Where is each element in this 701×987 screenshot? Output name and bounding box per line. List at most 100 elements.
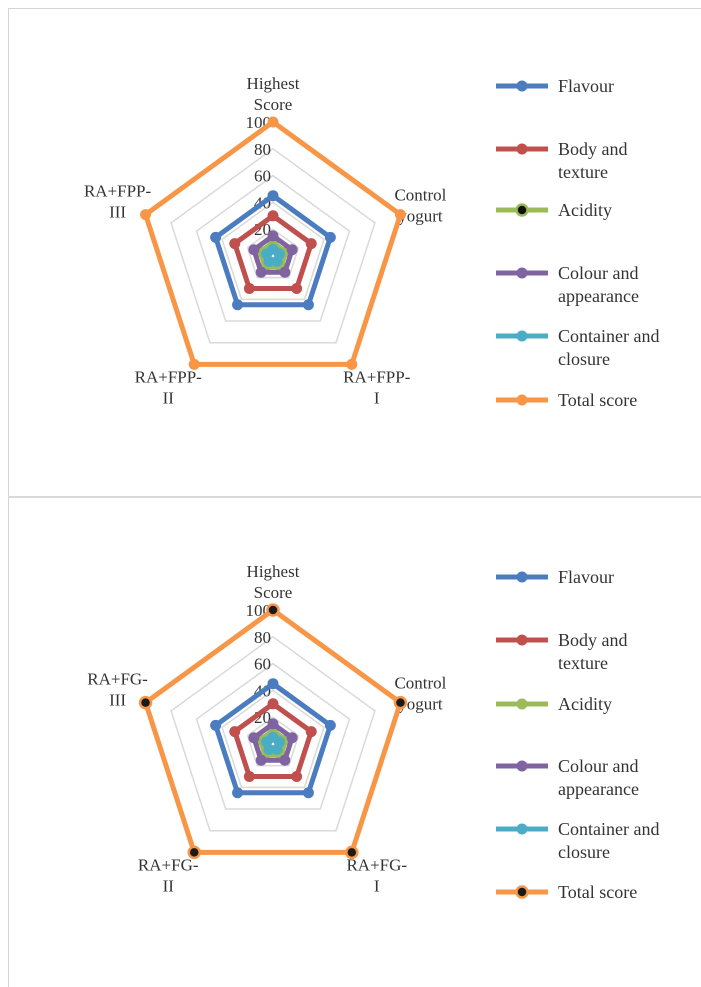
legend-label-line: Container and — [558, 326, 659, 346]
series-colour-and-appearance — [248, 718, 298, 766]
data-point — [286, 732, 298, 744]
category-label-line: Highest — [247, 74, 300, 93]
legend-label-line: Colour and — [558, 756, 639, 776]
data-point — [302, 787, 314, 799]
legend-item-acidity: Acidity — [496, 694, 612, 714]
category-label-line: RA+FPP- — [343, 367, 411, 386]
legend-label-line: Acidity — [558, 200, 612, 220]
legend-item-acidity: Acidity — [496, 200, 612, 220]
category-label-line: II — [163, 388, 175, 407]
series-line-flavour — [213, 193, 333, 308]
gridline-20 — [246, 716, 300, 767]
data-point — [261, 736, 273, 748]
legend-label-line: Total score — [558, 882, 637, 902]
category-label-line: Score — [254, 583, 293, 602]
legend-label-line: texture — [558, 653, 608, 673]
gridline-40 — [221, 201, 325, 301]
data-point — [243, 771, 255, 783]
category-label-line: Control — [394, 674, 446, 693]
category-label-line: RA+FG- — [346, 855, 407, 874]
legend-item-container-and-closure: Container and closure — [496, 326, 659, 369]
legend-label-line: Acidity — [558, 694, 612, 714]
legend-marker — [516, 823, 528, 835]
legend-label-line: texture — [558, 162, 608, 182]
legend-label-line: Body and — [558, 139, 628, 159]
legend-label-line: closure — [558, 349, 610, 369]
data-point — [271, 743, 283, 755]
data-point — [267, 718, 279, 730]
gridline-80 — [170, 147, 376, 344]
data-point — [210, 719, 222, 731]
series-flavour — [210, 190, 336, 311]
series-body-and-texture — [229, 210, 317, 295]
category-label-1: Highest Score — [247, 562, 300, 602]
category-label-4: RA+FPP- II — [135, 367, 203, 407]
legend-item-body-and-texture: Body and texture — [496, 630, 628, 673]
series-line-body-and-texture — [232, 701, 314, 780]
series-colour-and-appearance — [248, 230, 298, 278]
data-point — [394, 209, 406, 221]
legend-item-flavour: Flavour — [496, 567, 614, 587]
data-point — [267, 698, 279, 710]
category-label-5: RA+FPP- III — [84, 182, 152, 222]
category-label-line: yogurt — [398, 695, 443, 714]
data-point — [232, 787, 244, 799]
legend-label-line: Flavour — [558, 76, 614, 96]
legend-item-total-score: Total score — [496, 882, 637, 902]
legend-label-line: Container and — [558, 819, 659, 839]
legend-label: Acidity — [558, 694, 612, 714]
legend-item-container-and-closure: Container and closure — [496, 819, 659, 862]
data-point — [279, 266, 291, 278]
legend-item-colour-and-appearance: Colour and appearance — [496, 263, 639, 306]
data-point — [267, 190, 279, 202]
category-label-line: RA+FG- — [87, 670, 148, 689]
category-label-line: Highest — [247, 562, 300, 581]
data-point — [255, 266, 267, 278]
panel-divider — [8, 496, 701, 498]
legend-marker — [516, 571, 528, 583]
data-point — [305, 726, 317, 738]
legend-label-line: appearance — [558, 286, 639, 306]
category-label-line: RA+FPP- — [135, 367, 203, 386]
gridline-80 — [170, 635, 376, 832]
category-label-2: Control yogurt — [394, 186, 446, 226]
legend-label: Colour and appearance — [558, 756, 639, 799]
data-point — [138, 695, 153, 710]
legend-item-colour-and-appearance: Colour and appearance — [496, 756, 639, 799]
legend-marker — [516, 760, 528, 772]
category-label-line: RA+FPP- — [84, 182, 152, 201]
series-body-and-texture — [229, 698, 317, 783]
legend-label: Total score — [558, 390, 637, 410]
legend-marker — [516, 698, 528, 710]
legend-label: Total score — [558, 882, 637, 902]
series-total-score — [140, 116, 406, 370]
data-point — [232, 299, 244, 311]
series-flavour — [210, 678, 336, 799]
legend-label: Flavour — [558, 567, 614, 587]
legend-marker — [515, 885, 529, 899]
data-point — [187, 845, 201, 860]
tick-label-60: 60 — [254, 655, 271, 674]
data-point — [248, 244, 260, 256]
legend-marker — [516, 394, 528, 406]
data-point — [267, 230, 279, 242]
series-line-total-score — [143, 119, 403, 367]
category-label-line: Score — [254, 95, 293, 114]
series-container-and-closure — [261, 243, 285, 267]
data-point — [255, 754, 267, 766]
legend-marker — [516, 80, 528, 92]
category-label-line: III — [109, 691, 126, 710]
data-point — [291, 771, 303, 783]
legend-label: Flavour — [558, 76, 614, 96]
legend-label: Container and closure — [558, 819, 659, 862]
data-point — [279, 754, 291, 766]
data-point — [243, 283, 255, 295]
data-point — [210, 231, 222, 243]
legend-item-total-score: Total score — [496, 390, 637, 410]
legend-marker — [516, 267, 528, 279]
data-point — [291, 283, 303, 295]
data-point — [305, 238, 317, 250]
radar-chart-1: 020406080100HighestScoreControlyogurtRA+… — [84, 74, 660, 410]
category-label-1: Highest Score — [247, 74, 300, 114]
tick-label-60: 60 — [254, 167, 271, 186]
